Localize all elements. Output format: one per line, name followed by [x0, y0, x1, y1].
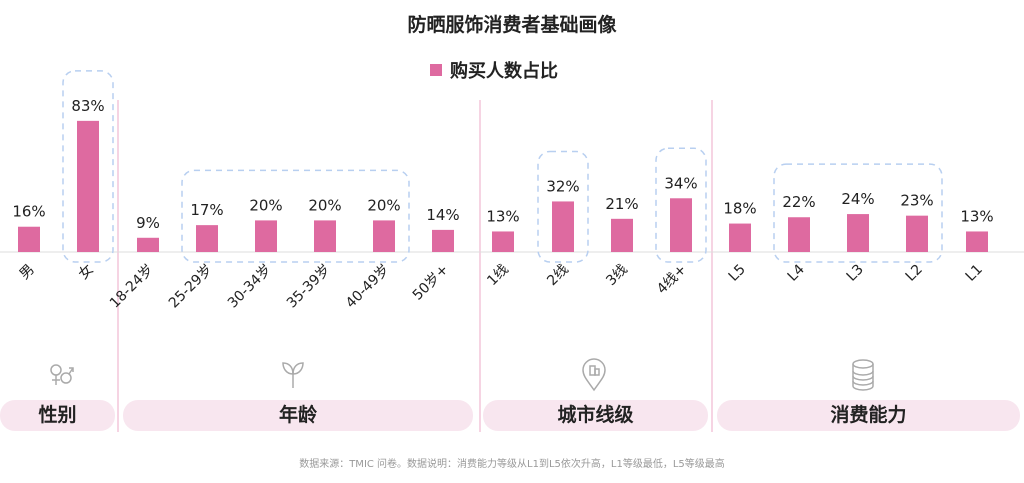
data-label: 32% — [546, 177, 579, 195]
legend-swatch — [430, 64, 442, 76]
data-label: 20% — [367, 196, 400, 214]
data-label: 34% — [664, 174, 697, 192]
data-label: 83% — [71, 97, 104, 115]
bar — [611, 218, 633, 252]
bar — [552, 201, 574, 252]
category-label: L5 — [726, 262, 749, 285]
category-label: 35-39岁 — [284, 262, 334, 312]
bar — [847, 214, 869, 252]
bar — [729, 223, 751, 252]
category-label: 25-29岁 — [166, 262, 216, 312]
bar — [137, 237, 159, 252]
data-label: 21% — [605, 195, 638, 213]
highlight-box — [537, 150, 589, 263]
data-label: 16% — [12, 203, 45, 221]
bar — [18, 226, 40, 252]
category-label: L1 — [963, 262, 986, 285]
category-label: L2 — [903, 262, 926, 285]
sprout-icon — [282, 362, 304, 388]
legend-label: 购买人数占比 — [450, 61, 558, 82]
chart-title: 防晒服饰消费者基础画像 — [407, 14, 617, 36]
category-label: 男 — [17, 262, 38, 283]
category-label: L3 — [844, 262, 867, 285]
data-label: 13% — [486, 207, 519, 225]
bar — [906, 215, 928, 252]
group-label-age: 年龄 — [123, 400, 473, 431]
data-label: 23% — [900, 192, 933, 210]
category-label: 30-34岁 — [225, 262, 275, 312]
category-label: 女 — [75, 261, 97, 283]
bar — [670, 198, 692, 252]
bar — [255, 220, 277, 252]
data-label: 24% — [841, 190, 874, 208]
bar — [492, 231, 514, 252]
bar — [196, 225, 218, 252]
bar — [432, 229, 454, 252]
gender-icon — [50, 364, 74, 385]
location-pin-icon — [582, 358, 606, 392]
data-label: 20% — [249, 196, 282, 214]
highlight-box — [181, 169, 410, 263]
group-label-spending-power: 消费能力 — [717, 400, 1020, 431]
bar — [77, 120, 99, 252]
group-label-gender: 性别 — [0, 400, 115, 431]
category-label: 1线 — [484, 262, 512, 290]
data-label: 14% — [426, 206, 459, 224]
group-label-city-tier: 城市线级 — [483, 400, 708, 431]
category-label: 40-49岁 — [343, 262, 393, 312]
legend: 购买人数占比 — [430, 57, 558, 83]
category-label: 3线 — [603, 262, 631, 290]
highlight-box — [773, 163, 943, 263]
data-label: 18% — [723, 200, 756, 218]
data-label: 17% — [190, 201, 223, 219]
category-label: 50岁+ — [410, 262, 452, 304]
category-label: 18-24岁 — [107, 262, 157, 312]
coins-icon — [852, 359, 874, 391]
category-label: 2线 — [544, 262, 572, 290]
bar — [373, 220, 395, 252]
category-label: L4 — [785, 261, 808, 284]
bar — [788, 217, 810, 252]
footnote: 数据来源：TMIC 问卷。数据说明：消费能力等级从L1到L5依次升高，L1等级最… — [299, 459, 725, 470]
data-label: 20% — [308, 196, 341, 214]
category-label: 4线+ — [654, 262, 690, 298]
bar — [314, 220, 336, 252]
data-label: 22% — [782, 193, 815, 211]
data-label: 9% — [136, 214, 160, 232]
highlight-box — [62, 70, 114, 263]
data-label: 13% — [960, 207, 993, 225]
bar — [966, 231, 988, 252]
highlight-box — [655, 147, 707, 263]
